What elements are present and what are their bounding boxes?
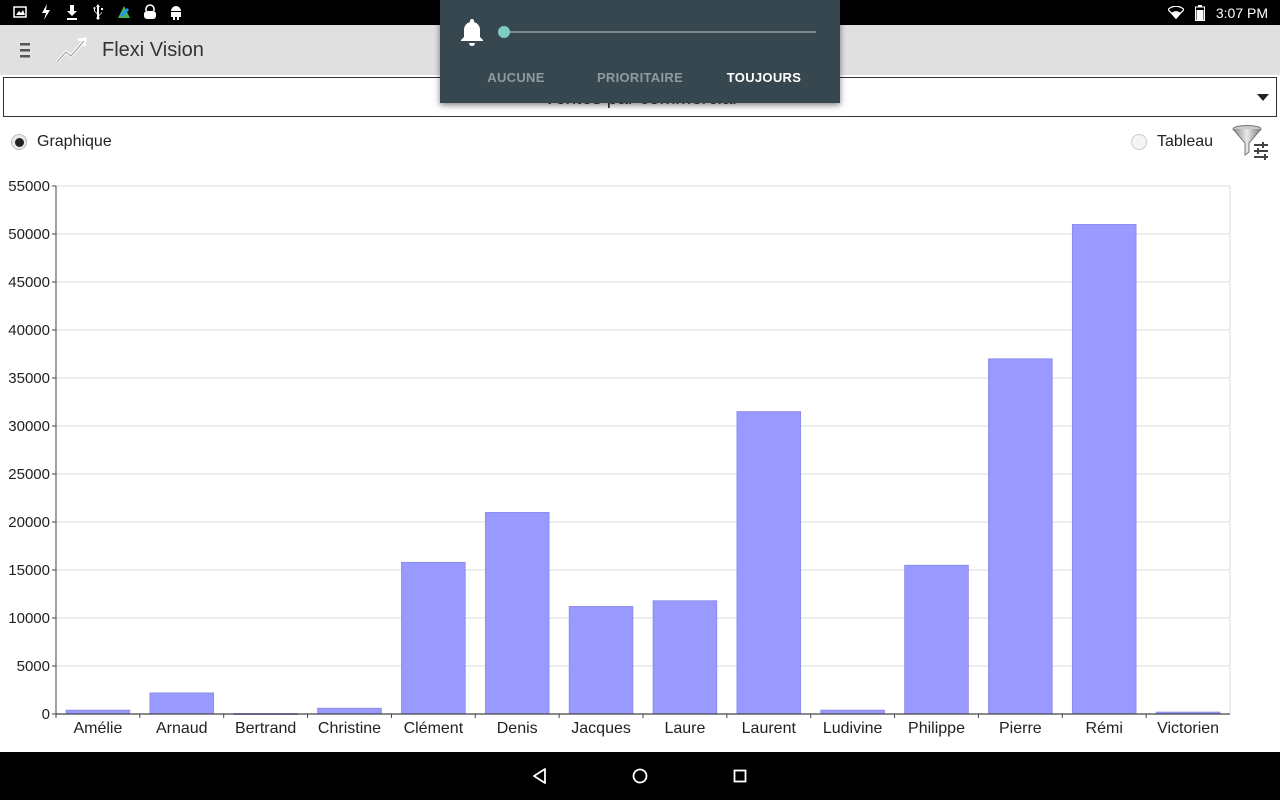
table-radio-label: Tableau: [1157, 133, 1214, 150]
y-tick-label: 25000: [8, 466, 50, 483]
wifi-icon: [1167, 5, 1184, 21]
option-prioritaire[interactable]: PRIORITAIRE: [596, 70, 684, 85]
flash-icon: [38, 4, 54, 20]
option-toujours[interactable]: TOUJOURS: [726, 70, 802, 85]
menu-icon: [20, 43, 30, 58]
y-tick-label: 5000: [17, 658, 50, 675]
filter-icon[interactable]: [1232, 124, 1272, 160]
image-icon: [12, 4, 28, 20]
app-update-icon: [116, 4, 132, 20]
graph-radio-option[interactable]: Graphique: [11, 130, 112, 154]
chevron-down-icon: [1257, 94, 1269, 101]
table-radio-option[interactable]: Tableau: [1131, 130, 1213, 154]
bar: [484, 511, 550, 715]
android-icon: [168, 4, 184, 20]
x-tick-label: Bertrand: [235, 720, 296, 737]
y-tick-label: 45000: [8, 274, 50, 291]
x-tick-label: Pierre: [999, 720, 1042, 737]
app-title: Flexi Vision: [102, 39, 204, 61]
x-tick-label: Denis: [497, 720, 538, 737]
home-icon[interactable]: [628, 764, 652, 788]
download-icon: [64, 4, 80, 20]
y-tick-label: 0: [42, 706, 50, 723]
menu-button[interactable]: [14, 38, 36, 62]
y-tick-label: 40000: [8, 322, 50, 339]
graph-radio-label: Graphique: [37, 133, 112, 150]
y-tick-label: 15000: [8, 562, 50, 579]
x-tick-label: Victorien: [1157, 720, 1219, 737]
bar: [904, 564, 969, 715]
x-tick-label: Ludivine: [823, 720, 883, 737]
y-tick-label: 50000: [8, 226, 50, 243]
bar: [401, 561, 466, 715]
bar: [149, 692, 215, 715]
plot-area: [56, 186, 1230, 714]
bar: [317, 707, 382, 715]
graph-radio[interactable]: [11, 134, 27, 150]
navigation-bar: [0, 752, 1280, 800]
trend-logo-icon: [55, 37, 87, 64]
usb-icon: [90, 4, 106, 20]
y-tick-label: 35000: [8, 370, 50, 387]
y-tick-label: 10000: [8, 610, 50, 627]
notification-popup: AUCUNE PRIORITAIRE TOUJOURS: [440, 0, 840, 103]
bell-icon: [461, 19, 483, 46]
status-right: 3:07 PM: [1167, 0, 1268, 25]
x-tick-label: Jacques: [571, 720, 631, 737]
x-tick-label: Arnaud: [156, 720, 208, 737]
x-tick-label: Christine: [318, 720, 381, 737]
bar: [988, 358, 1053, 715]
table-radio[interactable]: [1131, 134, 1147, 150]
bar: [568, 606, 634, 715]
bar: [652, 600, 718, 715]
y-tick-label: 55000: [8, 178, 50, 195]
volume-slider-thumb[interactable]: [498, 26, 510, 38]
recents-icon[interactable]: [728, 764, 752, 788]
volume-slider-track[interactable]: [504, 31, 816, 33]
battery-icon: [1192, 4, 1208, 21]
bar: [736, 411, 802, 715]
y-tick-label: 30000: [8, 418, 50, 435]
x-tick-label: Rémi: [1086, 720, 1123, 737]
status-icons: [12, 4, 184, 20]
x-tick-label: Clément: [404, 720, 464, 737]
lock-icon: [142, 4, 158, 20]
back-icon[interactable]: [528, 764, 552, 788]
x-tick-label: Philippe: [908, 720, 965, 737]
sales-bar-chart: 0 5000 10000 15000 20000 25000 30000 35000 40000…: [8, 178, 1231, 737]
y-tick-label: 20000: [8, 514, 50, 531]
option-aucune[interactable]: AUCUNE: [487, 70, 545, 85]
status-time: 3:07 PM: [1215, 4, 1268, 21]
x-tick-label: Laure: [664, 720, 705, 737]
x-tick-label: Amélie: [73, 720, 122, 737]
bar: [1071, 224, 1137, 715]
x-tick-label: Laurent: [742, 720, 797, 737]
